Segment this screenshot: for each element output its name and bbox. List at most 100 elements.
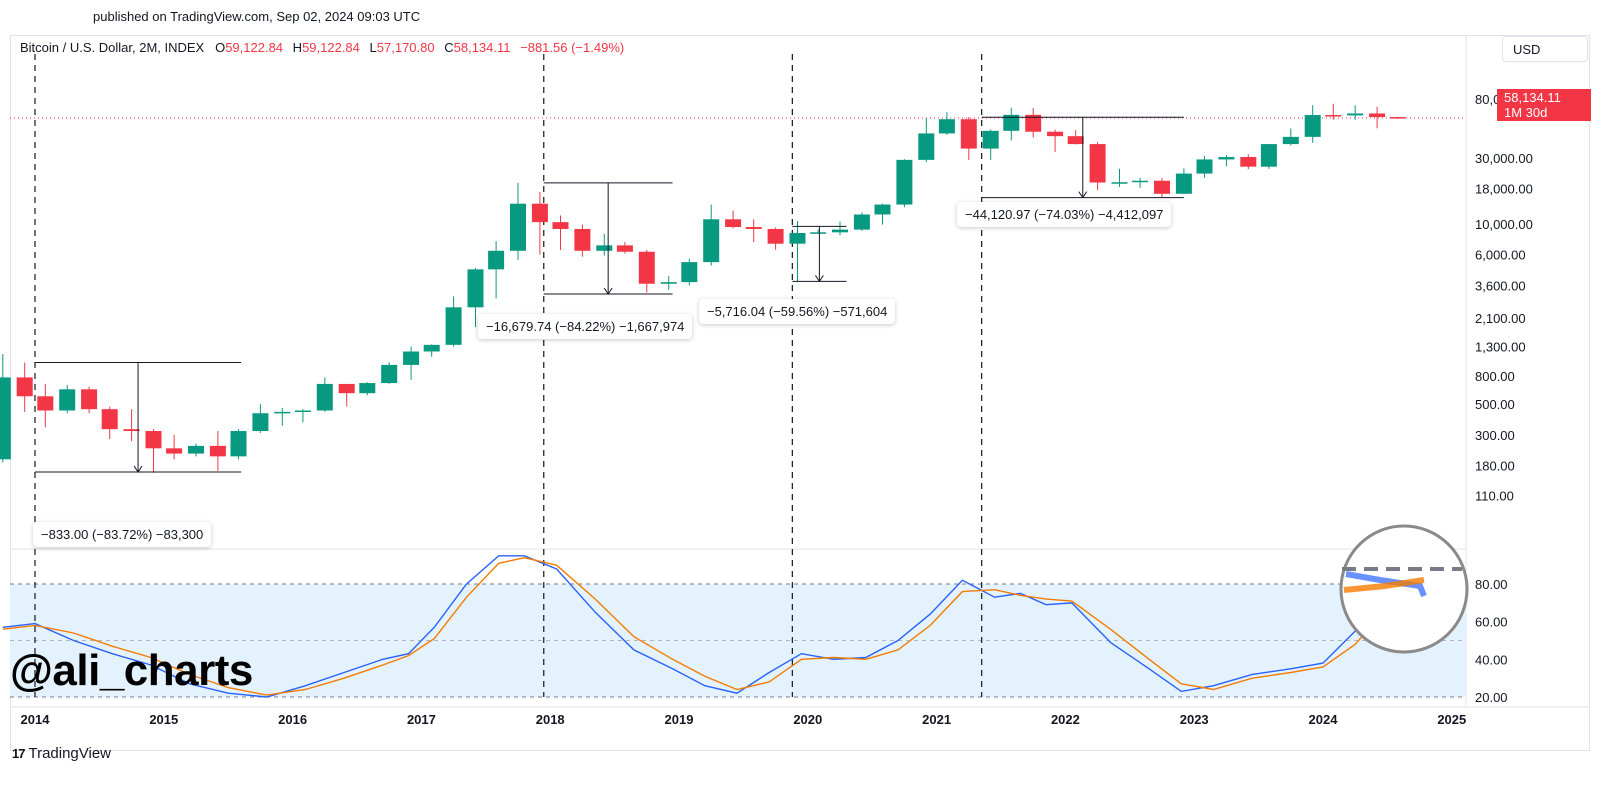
measure-label-2018: −16,679.74 (−84.22%) −1,667,974	[478, 314, 693, 339]
price-tick-label: 110.00	[1475, 488, 1514, 503]
candle-body	[596, 245, 613, 251]
price-tick-label: 10,000.00	[1475, 217, 1533, 232]
candle-body	[725, 219, 742, 228]
time-tick-label: 2015	[149, 712, 178, 727]
candle-body	[1067, 136, 1084, 145]
time-tick-label: 2018	[536, 712, 565, 727]
candle-body	[1089, 144, 1106, 183]
measure-arrow-icon	[133, 465, 143, 473]
candle-body	[703, 219, 720, 263]
last-price: 58,134.11	[1504, 90, 1561, 105]
time-tick-label: 2017	[407, 712, 436, 727]
price-tick-label: 800.00	[1475, 369, 1515, 384]
legend-high-label: H	[292, 40, 303, 55]
candle-body	[1196, 159, 1213, 174]
candle-body	[1260, 144, 1277, 167]
candle-body	[59, 389, 76, 411]
candle-body	[0, 377, 11, 460]
bar-countdown: 1M 30d	[1504, 105, 1548, 120]
candle-body	[552, 222, 569, 229]
candle-body	[230, 431, 247, 457]
price-tick-label: 500.00	[1475, 397, 1515, 412]
author-watermark: @ali_charts	[10, 646, 253, 695]
time-tick-label: 2023	[1180, 712, 1209, 727]
measure-arrow-icon	[1078, 191, 1088, 199]
candle-body	[896, 159, 913, 205]
candle-body	[123, 429, 140, 432]
price-tick-label: 1,300.00	[1475, 340, 1526, 355]
candle-body	[1132, 180, 1149, 183]
measure-label-2022: −44,120.97 (−74.03%) −4,412,097	[957, 202, 1172, 227]
candle-body	[1304, 115, 1321, 137]
legend-change: −881.56 (−1.49%)	[520, 40, 625, 55]
candle-body	[423, 344, 440, 352]
oscillator-tick-label: 80.00	[1475, 577, 1508, 592]
time-tick-label: 2025	[1437, 712, 1466, 727]
time-tick-label: 2016	[278, 712, 307, 727]
measure-label-2014: −833.00 (−83.72%) −83,300	[33, 522, 212, 547]
candle-body	[1369, 113, 1386, 118]
candle-body	[209, 445, 226, 457]
price-tick-label: 6,000.00	[1475, 248, 1526, 263]
candle-body	[574, 228, 591, 251]
candle-body	[1175, 173, 1192, 194]
candle-body	[338, 383, 355, 394]
legend-high-value: 59,122.84	[302, 40, 360, 55]
legend-close-value: 58,134.11	[453, 40, 511, 55]
candle-body	[918, 133, 935, 160]
candle-body	[445, 307, 462, 345]
candle-body	[616, 245, 633, 252]
candle-body	[1154, 180, 1170, 194]
measure-arrow-icon	[603, 287, 613, 295]
candle-body	[660, 282, 677, 284]
time-tick-label: 2021	[922, 712, 951, 727]
measure-label-2020: −5,716.04 (−59.56%) −571,604	[699, 299, 896, 324]
candle-body	[145, 431, 162, 449]
candle-body	[252, 413, 269, 432]
time-tick-label: 2014	[21, 712, 51, 727]
time-tick-label: 2024	[1309, 712, 1339, 727]
candle-body	[1025, 114, 1042, 132]
legend-low-value: 57,170.80	[376, 40, 435, 55]
published-note: published on TradingView.com, Sep 02, 20…	[93, 9, 421, 24]
legend-open-label: O	[215, 40, 226, 55]
candle-body	[853, 214, 870, 230]
legend-symbol: Bitcoin / U.S. Dollar, 2M, INDEX	[20, 40, 205, 55]
measure-arrow-icon	[814, 275, 824, 283]
oscillator-tick-label: 40.00	[1475, 652, 1508, 667]
tradingview-brand[interactable]: 17 TradingView	[12, 745, 111, 762]
candle-body	[960, 119, 977, 149]
price-tick-label: 2,100.00	[1475, 311, 1526, 326]
candle-body	[101, 409, 118, 430]
candle-body	[1240, 157, 1257, 167]
time-tick-label: 2022	[1051, 712, 1080, 727]
candle-body	[37, 396, 54, 411]
currency-selector[interactable]: USD	[1502, 36, 1588, 62]
candle-body	[638, 251, 655, 284]
price-tick-label: 300.00	[1475, 428, 1515, 443]
candle-body	[789, 233, 806, 244]
legend-open-value: 59,122.84	[225, 40, 284, 55]
candle-body	[403, 351, 420, 365]
candle-body	[316, 383, 333, 411]
candle-body	[1047, 131, 1064, 137]
candle-body	[745, 227, 762, 229]
legend-close-label: C	[444, 40, 454, 55]
candle-body	[166, 448, 183, 454]
candle-body	[1347, 113, 1364, 116]
time-tick-label: 2020	[793, 712, 822, 727]
candle-body	[1325, 115, 1342, 117]
last-price-tag: 58,134.11 1M 30d	[1497, 89, 1591, 121]
candle-body	[467, 269, 484, 308]
candle-body	[81, 389, 98, 410]
price-tick-label: 18,000.00	[1475, 182, 1533, 197]
magnifier-icon	[1339, 524, 1469, 654]
candle-body	[832, 229, 848, 233]
candle-body	[16, 377, 33, 397]
candle-body	[1218, 157, 1235, 160]
candle-body	[531, 203, 548, 223]
candle-body	[982, 130, 999, 149]
oscillator-tick-label: 20.00	[1475, 690, 1508, 705]
candle-body	[767, 228, 784, 244]
